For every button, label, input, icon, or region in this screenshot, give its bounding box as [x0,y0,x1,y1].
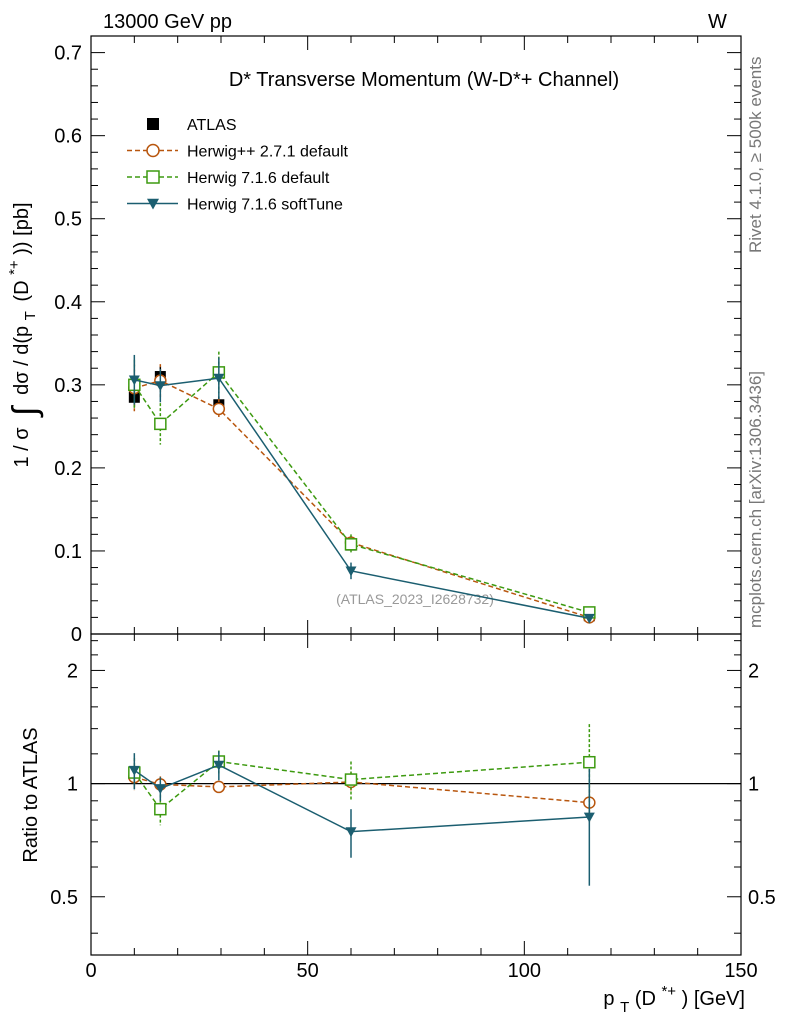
data-point-marker [147,118,159,130]
ratio-y-label: Ratio to ATLAS [20,727,42,862]
ylabel-rest: dσ / d(p [11,326,33,395]
header-right: W [708,11,727,33]
main-ticks [90,36,742,634]
ylabel-int: ∫ [6,405,44,418]
main-series [128,351,596,624]
data-point-marker [154,381,166,392]
legend-entry: Herwig 7.1.6 default [127,170,330,187]
series-line [133,760,590,811]
ylabel-main: 1 / σ [11,427,33,468]
data-point-marker [583,755,596,769]
data-point-marker [128,375,140,386]
data-point-marker [345,566,357,577]
data-point-marker [583,613,595,624]
ratio-panel: 0.5 0.5 1 1 2 2 Ratio to ATLAS 0 50 100 150 p T … [20,633,776,1017]
xlabel-sup: *+ [661,983,676,1000]
data-point-marker [154,417,167,431]
series-atlas [128,366,595,622]
y-tick-label: 0.4 [54,292,82,314]
x-tick-label: 0 [85,960,96,982]
ratio-y-tick-label: 0.5 [50,887,78,909]
y-tick-label: 0.7 [54,43,82,65]
x-tick-label: 100 [508,960,541,982]
y-axis-label: 1 / σ ∫ dσ / d(p T (D *+ )) [pb] [2,202,44,467]
data-point-marker [583,812,595,823]
svg-text:1 / σ ∫ dσ / d: 1 / σ ∫ dσ / d(p T (D *+ )) [pb] [2,202,44,467]
ratio-frame [90,633,742,956]
legend-entry: Herwig++ 2.7.1 default [127,144,349,161]
legend: ATLAS Herwig++ 2.7.1 default Herwig 7.1.6 … [127,117,349,214]
ylabel-sub: T [22,311,39,320]
data-point-marker [212,402,226,416]
x-axis-label: p T (D *+ ) [GeV] [603,979,745,1017]
watermark: (ATLAS_2023_I2628732) [336,591,494,607]
series-herwig-7-1-6-default [128,724,596,826]
xlabel-end: ) [GeV] [682,988,745,1010]
data-point-marker [128,765,140,776]
y-tick-label-zero: 0 [71,624,82,646]
data-point-marker [154,802,167,816]
y-tick-label: 0.5 [54,209,82,231]
ratio-tick-labels: 0.5 0.5 1 1 2 2 [50,660,776,908]
series-line [133,371,590,614]
data-point-marker [154,784,166,795]
y-tick-label: 0.6 [54,126,82,148]
legend-label: Herwig 7.1.6 softTune [187,197,343,214]
ylabel-end: )) [pb] [11,202,33,254]
ratio-series [128,724,596,886]
series-herwig-7-1-6-softtune [128,751,595,886]
x-tick-labels: 0 50 100 150 [85,960,757,982]
series-line [134,776,590,804]
series-line [134,377,590,619]
header-left: 13000 GeV pp [103,11,232,33]
legend-label: Herwig++ 2.7.1 default [187,144,349,161]
data-point-marker [212,780,226,794]
ratio-ticks [90,634,742,955]
series-herwig-7-1-6-default [128,351,596,619]
ratio-y-tick-label-right: 0.5 [748,887,776,909]
mcplots-label: mcplots.cern.ch [arXiv:1306.3436] [746,371,765,628]
data-point-marker [146,143,160,158]
main-panel: 0.1 0.2 0.3 0.4 0.5 0.6 0.7 0 D* Transverse Mom… [2,35,742,646]
x-tick-label: 150 [724,960,757,982]
data-point-marker [146,170,160,184]
xlabel-paren: (D [635,988,656,1010]
data-point-marker [213,373,225,384]
data-point-marker [344,538,358,551]
ratio-y-tick-label-right: 2 [748,660,759,682]
xlabel-main: p [603,988,614,1010]
legend-label: Herwig 7.1.6 default [187,170,330,187]
ratio-y-tick-label: 2 [67,660,78,682]
y-tick-label: 0.2 [54,458,82,480]
series-herwig-7-1-6-softtune [128,354,595,624]
x-tick-label: 50 [297,960,319,982]
legend-label: ATLAS [187,117,237,134]
ratio-y-tick-label-right: 1 [748,774,759,796]
y-tick-label: 0.1 [54,541,82,563]
xlabel-sub: T [620,999,629,1016]
data-point-marker [345,827,357,838]
main-tick-labels: 0.1 0.2 0.3 0.4 0.5 0.6 0.7 0 [54,43,82,646]
ylabel-sup: *+ [6,260,23,275]
ylabel-paren: (D [11,280,33,301]
ratio-y-tick-label: 1 [67,774,78,796]
y-tick-label: 0.3 [54,375,82,397]
series-line [134,379,590,619]
rivet-label: Rivet 4.1.0, ≥ 500k events [746,57,765,253]
series-herwig-2-7-1-default [128,363,596,624]
data-point-marker [213,760,225,771]
data-point-marker [344,773,358,786]
data-point-marker [147,198,159,210]
chart-title: D* Transverse Momentum (W-D*+ Channel) [229,69,619,91]
legend-entry: ATLAS [147,117,237,134]
legend-entry: Herwig 7.1.6 softTune [127,197,343,214]
